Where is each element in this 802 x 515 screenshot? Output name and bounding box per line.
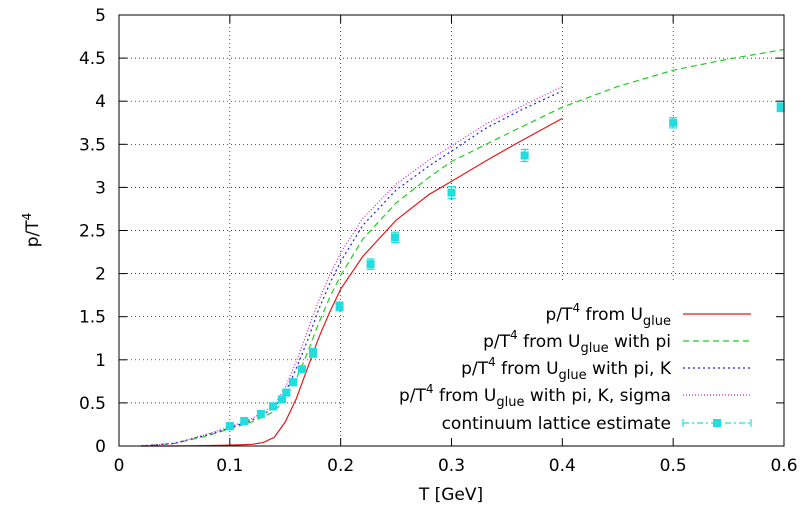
series-4-point	[289, 378, 298, 387]
y-tick-label: 2.5	[79, 222, 106, 242]
legend-label-sup: 4	[488, 355, 496, 369]
legend-label-sup: 4	[426, 382, 434, 396]
legend-sample-marker	[713, 419, 721, 427]
y-tick-label: 0	[95, 437, 106, 457]
series-4-point	[447, 188, 456, 197]
y-tick-label: 2	[95, 265, 106, 285]
legend-label-sub: glue	[581, 341, 609, 356]
series-3-line	[141, 85, 563, 447]
series-4-point	[308, 348, 317, 357]
legend-label-sub: glue	[643, 314, 671, 329]
y-axis-title: p/T4	[20, 213, 43, 248]
y-tick-label: 4.5	[79, 49, 106, 69]
legend-label-text: continuum lattice estimate	[442, 414, 671, 434]
y-tick-label: 1.5	[79, 308, 106, 328]
legend-label-text: from U	[434, 386, 497, 406]
ticks: 0 0.1 0.2 0.3 0.4 0.5 0.6 0 0.5 1 1.5 2 2.5 3 3.5 4 4.5 5	[79, 6, 798, 476]
legend-label-0: p/T4 from Uglue	[546, 301, 671, 329]
grid	[119, 15, 784, 446]
x-tick-label: 0.4	[549, 456, 576, 476]
legend-label-1: p/T4 from Uglue with pi	[483, 328, 671, 356]
y-tick-label: 5	[95, 6, 106, 26]
legend-label-text: p/T	[483, 332, 511, 352]
legend-label-text: with pi, K, sigma	[524, 386, 671, 406]
legend-label-text: from U	[518, 332, 581, 352]
series-4-point	[240, 417, 249, 426]
series-4-point	[669, 118, 678, 127]
legend-label-text: from U	[496, 359, 559, 379]
x-tick-label: 0.3	[438, 456, 465, 476]
x-axis-title: T [GeV]	[418, 485, 483, 505]
x-tick-label: 0.5	[660, 456, 687, 476]
y-tick-label: 1	[95, 351, 106, 371]
series-1-line	[141, 48, 785, 447]
series-4-point	[277, 395, 286, 404]
series-4-point	[390, 233, 399, 242]
legend-label-sub: glue	[559, 368, 587, 383]
legend-label-text: with pi, K	[587, 359, 672, 379]
series-4-point	[520, 151, 529, 160]
series-4-point	[256, 410, 265, 419]
legend-label-sup: 4	[510, 328, 518, 342]
y-tick-label: 3	[95, 178, 106, 198]
series-4-point	[297, 365, 306, 374]
series-4-point	[282, 388, 291, 397]
x-tick-label: 0.6	[770, 456, 797, 476]
legend-label-text: p/T	[546, 305, 574, 325]
x-tick-label: 0	[114, 456, 125, 476]
series-4-point	[269, 402, 278, 411]
legend-label-text: p/T	[399, 386, 427, 406]
legend-label-text: from U	[580, 305, 643, 325]
y-axis-title-sup: 4	[20, 213, 34, 221]
y-axis-title-base: p/T	[23, 220, 43, 248]
x-tick-label: 0.1	[216, 456, 243, 476]
legend-label-2: p/T4 from Uglue with pi, K	[461, 355, 672, 383]
legend-label-sup: 4	[572, 301, 580, 315]
series-layer	[141, 48, 785, 447]
legend-label-sub: glue	[496, 395, 524, 410]
legend-label-text: with pi	[609, 332, 671, 352]
y-tick-label: 4	[95, 92, 106, 112]
x-tick-label: 0.2	[327, 456, 354, 476]
series-4-point	[225, 422, 234, 431]
series-4-point	[366, 260, 375, 269]
legend-label-text: p/T	[461, 359, 489, 379]
legend-label-3: p/T4 from Uglue with pi, K, sigma	[399, 382, 671, 410]
y-tick-label: 0.5	[79, 394, 106, 414]
legend-label-4: continuum lattice estimate	[442, 414, 671, 434]
series-4-point	[776, 103, 785, 112]
series-4-point	[335, 302, 344, 311]
y-tick-label: 3.5	[79, 135, 106, 155]
